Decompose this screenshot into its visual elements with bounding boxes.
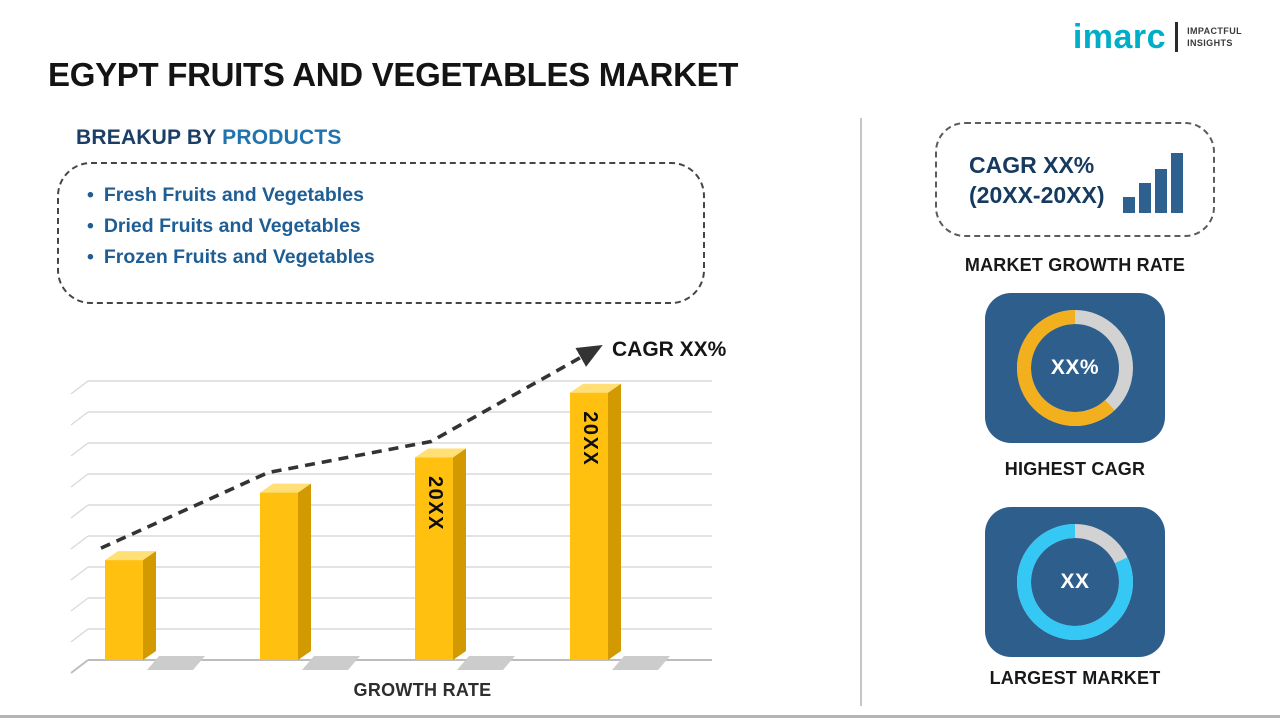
logo-tagline-line2: INSIGHTS: [1187, 38, 1233, 48]
svg-text:20XX: 20XX: [424, 476, 446, 531]
page-title: EGYPT FRUITS AND VEGETABLES MARKET: [48, 56, 739, 93]
product-list: Fresh Fruits and Vegetables Dried Fruits…: [87, 180, 683, 273]
product-item: Frozen Fruits and Vegetables: [87, 242, 683, 273]
largest-market-value: XX: [1060, 570, 1090, 593]
cagr-value: CAGR XX%: [969, 151, 1095, 178]
largest-market-label: LARGEST MARKET: [989, 668, 1161, 688]
products-box: Fresh Fruits and Vegetables Dried Fruits…: [57, 162, 705, 304]
imarc-logo: imarc IMPACTFUL INSIGHTS: [1073, 20, 1242, 54]
largest-market-donut-chart: [1017, 524, 1133, 640]
market-growth-rate-label: MARKET GROWTH RATE: [964, 255, 1186, 275]
section-divider: [860, 118, 862, 706]
highest-cagr-value: XX%: [1050, 356, 1100, 379]
breakup-heading-highlight: PRODUCTS: [222, 126, 342, 149]
highest-cagr-card: XX%: [985, 293, 1165, 443]
logo-divider: [1175, 22, 1179, 52]
growth-rate-bar-chart: 20XX 20XX: [70, 345, 712, 674]
highest-cagr-donut-chart: [1017, 310, 1133, 426]
highest-cagr-label: HIGHEST CAGR: [1004, 459, 1146, 479]
cagr-summary-card: CAGR XX% (20XX-20XX): [935, 122, 1215, 237]
largest-market-card: XX: [985, 507, 1165, 657]
footer-line: [0, 715, 1280, 718]
product-item: Dried Fruits and Vegetables: [87, 211, 683, 242]
chart-x-axis-label: GROWTH RATE: [353, 680, 492, 700]
cagr-trend-label: CAGR XX%: [612, 338, 727, 361]
ascending-bars-icon: [1123, 152, 1183, 213]
cagr-summary-text: CAGR XX% (20XX-20XX): [969, 150, 1105, 210]
imarc-logo-text: imarc: [1072, 18, 1167, 56]
breakup-heading: BREAKUP BY PRODUCTS: [76, 126, 342, 150]
logo-tagline: IMPACTFUL INSIGHTS: [1187, 25, 1242, 49]
logo-tagline-line1: IMPACTFUL: [1187, 25, 1242, 36]
svg-text:20XX: 20XX: [579, 411, 601, 466]
cagr-period: (20XX-20XX): [969, 181, 1105, 208]
breakup-heading-prefix: BREAKUP BY: [76, 126, 217, 149]
product-item: Fresh Fruits and Vegetables: [87, 180, 683, 211]
